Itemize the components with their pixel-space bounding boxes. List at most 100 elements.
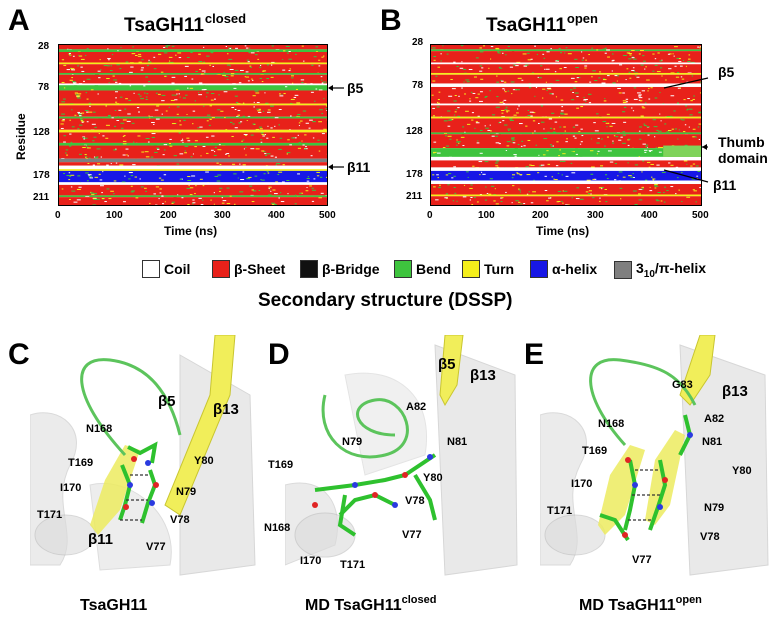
- dssp-noise: [159, 188, 162, 190]
- dssp-noise: [321, 113, 324, 115]
- dssp-noise: [435, 75, 438, 77]
- dssp-noise: [143, 85, 146, 87]
- dssp-noise: [518, 105, 520, 107]
- dssp-noise: [690, 100, 693, 102]
- dssp-noise: [199, 126, 203, 128]
- dssp-noise: [229, 195, 232, 197]
- dssp-noise: [205, 136, 209, 138]
- dssp-noise: [216, 180, 221, 182]
- dssp-noise: [115, 97, 117, 99]
- dssp-noise: [563, 126, 566, 128]
- dssp-noise: [445, 135, 447, 137]
- dssp-noise: [690, 165, 693, 167]
- dssp-noise: [242, 115, 245, 117]
- dssp-noise: [254, 175, 258, 177]
- dssp-noise: [76, 95, 81, 97]
- dssp-noise: [648, 166, 651, 168]
- dssp-noise: [287, 139, 290, 141]
- dssp-noise: [458, 95, 460, 97]
- dssp-noise: [171, 201, 175, 203]
- panel-a-xtick-0: 0: [55, 210, 61, 221]
- dssp-noise: [73, 82, 77, 84]
- dssp-noise: [165, 110, 168, 112]
- dssp-noise: [240, 121, 243, 123]
- dssp-noise: [676, 57, 680, 59]
- dssp-noise: [562, 190, 564, 192]
- dssp-noise: [646, 79, 650, 81]
- dssp-noise: [133, 141, 135, 143]
- dssp-noise: [484, 125, 486, 127]
- dssp-noise: [639, 100, 643, 102]
- dssp-noise: [168, 56, 173, 58]
- dssp-noise: [280, 192, 282, 194]
- dssp-noise: [146, 93, 149, 95]
- dssp-noise: [271, 203, 276, 205]
- dssp-noise: [279, 137, 283, 139]
- dssp-noise: [298, 142, 302, 144]
- dssp-noise: [679, 87, 681, 89]
- dssp-noise: [68, 145, 72, 147]
- dssp-noise: [587, 93, 592, 95]
- dssp-noise: [633, 98, 638, 100]
- dssp-noise: [77, 65, 80, 67]
- dssp-noise: [628, 58, 632, 60]
- dssp-noise: [644, 124, 647, 126]
- dssp-noise: [575, 148, 578, 150]
- dssp-noise: [237, 177, 239, 179]
- dssp-noise: [208, 124, 211, 126]
- dssp-noise: [176, 93, 178, 95]
- dssp-noise: [544, 190, 548, 192]
- dssp-noise: [124, 175, 126, 177]
- dssp-noise: [117, 50, 119, 52]
- dssp-noise: [555, 60, 558, 62]
- dssp-noise: [604, 47, 607, 49]
- dssp-noise: [201, 70, 206, 72]
- dssp-noise: [691, 178, 696, 180]
- dssp-noise: [563, 67, 567, 69]
- dssp-noise: [70, 68, 75, 70]
- dssp-noise: [602, 121, 607, 123]
- dssp-noise: [220, 110, 224, 112]
- dssp-noise: [235, 47, 238, 49]
- dssp-noise: [619, 187, 623, 189]
- dssp-noise: [501, 112, 504, 114]
- dssp-noise: [575, 124, 579, 126]
- dssp-noise: [169, 60, 171, 62]
- dssp-noise: [487, 129, 491, 131]
- dssp-noise: [278, 171, 283, 173]
- dssp-noise: [61, 120, 65, 122]
- dssp-noise: [500, 197, 504, 199]
- dssp-noise: [316, 175, 320, 177]
- dssp-noise: [258, 111, 262, 113]
- dssp-noise: [625, 79, 627, 81]
- dssp-noise: [153, 123, 155, 125]
- dssp-noise: [453, 186, 456, 188]
- c-label-t169: T169: [68, 457, 94, 469]
- dssp-noise: [479, 47, 482, 49]
- dssp-noise: [433, 59, 436, 61]
- dssp-noise: [254, 54, 258, 56]
- dssp-noise: [666, 116, 670, 118]
- dssp-noise: [471, 91, 473, 93]
- dssp-noise: [107, 58, 111, 60]
- dssp-noise: [137, 135, 141, 137]
- dssp-noise: [602, 79, 607, 81]
- e-label-g83: G83: [672, 379, 693, 391]
- dssp-noise: [156, 148, 160, 150]
- dssp-noise: [437, 101, 439, 103]
- dssp-noise: [288, 70, 291, 72]
- dssp-noise: [590, 173, 594, 175]
- dssp-noise: [271, 86, 276, 88]
- dssp-noise: [622, 92, 625, 94]
- dssp-noise: [63, 173, 65, 175]
- dssp-noise: [547, 131, 550, 133]
- dssp-noise: [234, 109, 237, 111]
- dssp-noise: [684, 124, 687, 126]
- dssp-noise: [271, 202, 276, 204]
- dssp-noise: [183, 119, 186, 121]
- dssp-noise: [539, 165, 543, 167]
- dssp-noise: [67, 49, 70, 51]
- dssp-noise: [540, 121, 545, 123]
- o-atoms-c: [123, 456, 159, 510]
- dssp-noise: [544, 175, 547, 177]
